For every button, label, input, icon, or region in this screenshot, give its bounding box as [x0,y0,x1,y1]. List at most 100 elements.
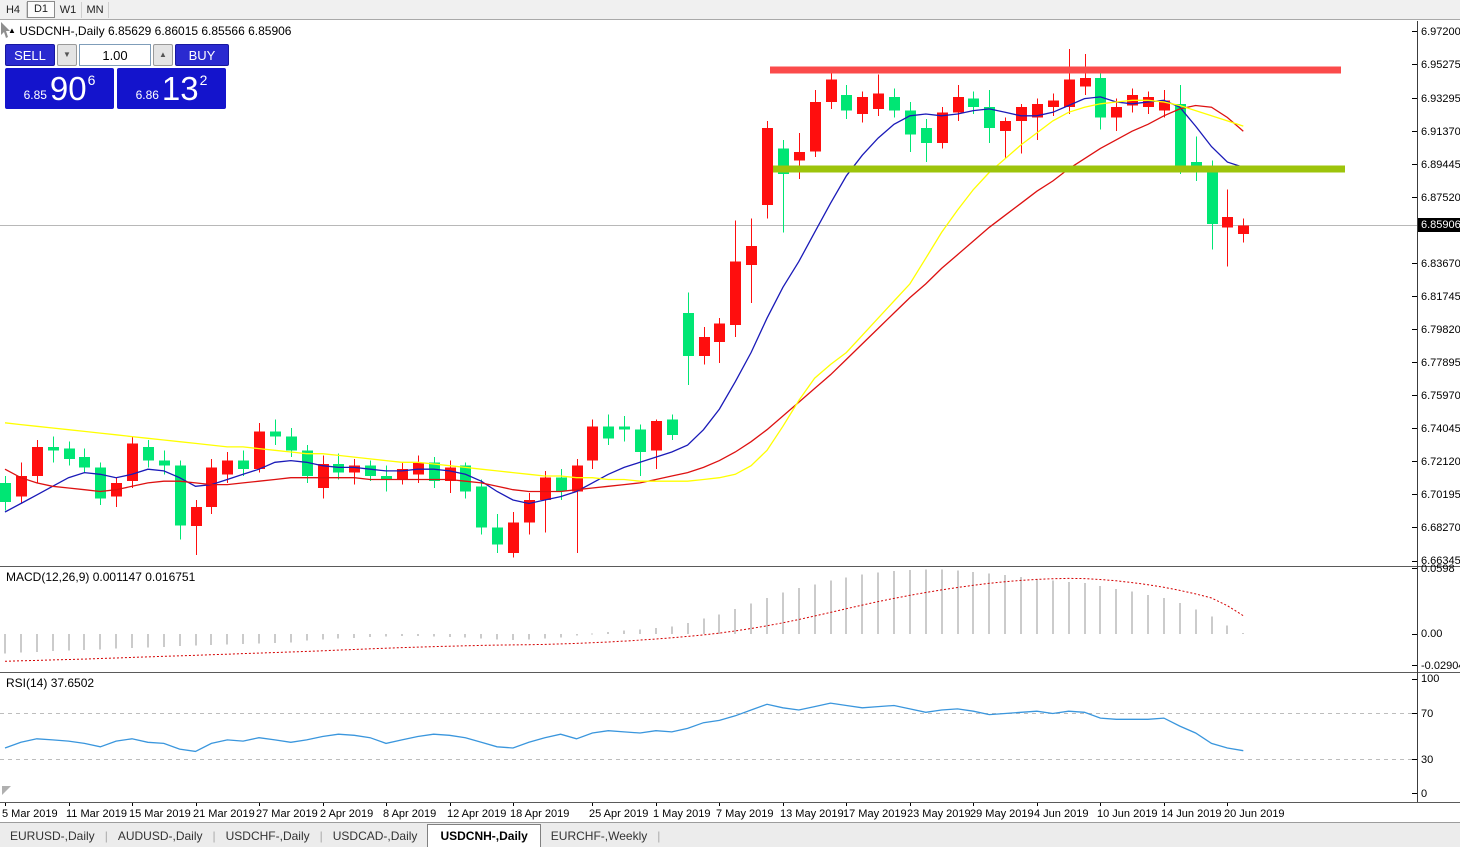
resistance-line [770,66,1341,74]
axis-label: 6.93295 [1421,92,1460,105]
axis-label: 6.72120 [1421,455,1460,468]
rsi-indicator-label: RSI(14) 37.6502 [6,676,95,690]
svg-text:20 Jun 2019: 20 Jun 2019 [1224,808,1285,820]
chart-window: 5 Mar 2019 11 Mar 2019 15 Mar 2019 21 Mar 2… [0,20,1460,822]
chart-ohlc-header: ▲ USDCNH-,Daily 6.85629 6.86015 6.85566 … [8,24,291,38]
ask-prefix: 6.86 [135,88,159,102]
panel-separator[interactable] [0,566,1460,567]
mouse-cursor-icon [1,22,10,38]
macd-signal-line [4,577,1244,662]
macd-histogram [4,569,1244,654]
volume-up-button[interactable]: ▲ [153,44,173,66]
panel-separator [0,802,1460,803]
tab-audusd-daily[interactable]: AUDUSD-,Daily [117,828,203,843]
tab-separator: | [212,828,216,843]
svg-text:15 Mar 2019: 15 Mar 2019 [129,808,191,820]
svg-text:29 May 2019: 29 May 2019 [970,808,1034,820]
axis-label: 30 [1421,753,1434,766]
axis-label: 6.66345 [1421,555,1460,568]
axis-label: 6.74045 [1421,422,1460,435]
svg-text:13 May 2019: 13 May 2019 [780,808,844,820]
tab-usdcad-daily[interactable]: USDCAD-,Daily [332,828,418,843]
svg-text:7 May 2019: 7 May 2019 [716,808,773,820]
candles-layer [0,48,1249,558]
date-axis[interactable]: 5 Mar 2019 11 Mar 2019 15 Mar 2019 21 Mar 2… [0,802,1418,822]
ma-slow-yellow [4,99,1244,482]
svg-text:8 Apr 2019: 8 Apr 2019 [383,808,436,820]
axis-label: 6.79820 [1421,323,1460,336]
bid-prefix: 6.85 [23,88,47,102]
sell-button[interactable]: SELL [5,44,55,66]
bid-big-digits: 90 [49,70,87,107]
svg-text:5 Mar 2019: 5 Mar 2019 [2,808,58,820]
svg-text:27 Mar 2019: 27 Mar 2019 [256,808,318,820]
axis-label: 6.70195 [1421,488,1460,501]
axis-label: 6.77895 [1421,356,1460,369]
main-chart-canvas[interactable] [0,21,1418,566]
timeframe-toolbar: H4 D1 W1 MN [0,0,1460,20]
svg-text:23 May 2019: 23 May 2019 [907,808,971,820]
axis-label: 6.75970 [1421,389,1460,402]
svg-text:2 Apr 2019: 2 Apr 2019 [320,808,373,820]
panel-separator[interactable] [0,672,1460,673]
tab-usdchf-daily[interactable]: USDCHF-,Daily [225,828,310,843]
svg-text:18 Apr 2019: 18 Apr 2019 [510,808,569,820]
ohlc-values: 6.85629 6.86015 6.85566 6.85906 [107,24,292,38]
tab-usdcnh-daily[interactable]: USDCNH-,Daily [427,824,541,847]
axis-label: 0.0598 [1421,562,1455,575]
axis-label: 100 [1421,673,1440,685]
macd-panel-canvas[interactable] [0,566,1418,672]
axis-label: 6.97200 [1421,25,1460,38]
svg-text:11 Mar 2019: 11 Mar 2019 [66,808,127,820]
axis-label: 6.83670 [1421,257,1460,270]
axis-label: 6.81745 [1421,290,1460,303]
ma-fast-blue [4,96,1244,513]
svg-text:10 Jun 2019: 10 Jun 2019 [1097,808,1158,820]
axis-label: 6.89445 [1421,158,1460,171]
price-axis-column[interactable]: 6.85906 6.97200 6.95275 6.93295 6.91370 6.89… [1418,20,1460,802]
svg-text:21 Mar 2019: 21 Mar 2019 [193,808,255,820]
current-price-box: 6.85906 [1418,218,1460,233]
price-axis-border [1417,21,1418,802]
bid-pip-digit: 6 [87,72,96,88]
tab-separator: | [657,828,661,843]
chevron-up-icon: ▲ [159,50,167,59]
axis-label: 6.68270 [1421,521,1460,534]
support-line [773,165,1345,173]
buy-button[interactable]: BUY [175,44,229,66]
timeframe-h4-button[interactable]: H4 [0,1,27,18]
timeframe-w1-button[interactable]: W1 [55,1,82,18]
bid-price-box[interactable]: 6.85 90 6 [5,68,114,109]
svg-text:1 May 2019: 1 May 2019 [653,808,710,820]
tab-eurchf-weekly[interactable]: EURCHF-,Weekly [550,828,648,843]
tab-eurusd-daily[interactable]: EURUSD-,Daily [10,828,95,843]
ask-pip-digit: 2 [199,72,208,88]
axis-label: -0.029045 [1421,659,1460,672]
volume-down-button[interactable]: ▼ [57,44,77,66]
axis-label: 6.95275 [1421,58,1460,71]
ask-price-box[interactable]: 6.86 13 2 [117,68,226,109]
axis-label: 0.00 [1421,628,1443,640]
svg-text:17 May 2019: 17 May 2019 [843,808,907,820]
axis-label: 0 [1421,788,1428,800]
axis-label: 70 [1421,707,1434,720]
ma-medium-red [4,104,1244,493]
ask-big-digits: 13 [161,70,199,107]
symbol-label: USDCNH-,Daily [19,24,105,38]
tab-separator: | [104,828,108,843]
svg-text:14 Jun 2019: 14 Jun 2019 [1161,808,1222,820]
timeframe-d1-button[interactable]: D1 [27,1,55,18]
chart-shift-marker-icon [2,786,11,795]
timeframe-mn-button[interactable]: MN [82,1,109,18]
macd-indicator-label: MACD(12,26,9) 0.001147 0.016751 [6,570,196,584]
axis-label: 6.91370 [1421,125,1460,138]
one-click-trading-panel: SELL ▼ ▲ BUY 6.85 90 6 6.86 13 [5,44,229,109]
axis-label: 6.87520 [1421,191,1460,204]
collapse-arrow-icon[interactable]: ▲ [8,26,16,35]
tab-separator: | [319,828,323,843]
volume-input[interactable] [79,44,151,66]
svg-text:4 Jun 2019: 4 Jun 2019 [1034,808,1088,820]
rsi-panel-canvas[interactable] [0,672,1418,802]
chart-tabs: EURUSD-,Daily | AUDUSD-,Daily | USDCHF-,… [0,822,1460,847]
